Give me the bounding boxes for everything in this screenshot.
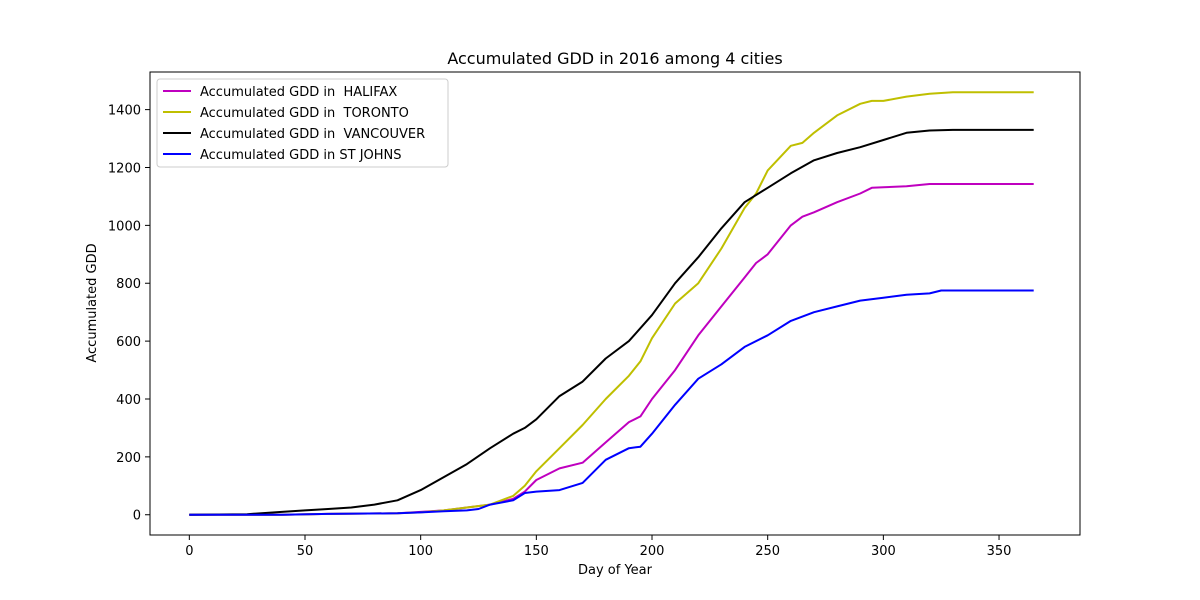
x-tick-label: 350 xyxy=(987,544,1012,559)
y-tick-label: 800 xyxy=(116,277,141,292)
x-tick-label: 100 xyxy=(408,544,433,559)
series-line-4 xyxy=(189,289,1034,516)
x-axis-label: Day of Year xyxy=(578,563,653,578)
y-tick-label: 1400 xyxy=(108,104,141,119)
chart-title: Accumulated GDD in 2016 among 4 cities xyxy=(447,49,782,68)
y-tick-label: 600 xyxy=(116,335,141,350)
y-tick-label: 1200 xyxy=(108,161,141,176)
x-tick-label: 300 xyxy=(871,544,896,559)
legend-label: Accumulated GDD in VANCOUVER xyxy=(200,127,425,142)
y-tick-label: 0 xyxy=(133,509,141,524)
series-line-3 xyxy=(189,128,1034,516)
x-tick-label: 150 xyxy=(524,544,549,559)
legend: Accumulated GDD in HALIFAX Accumulated GD… xyxy=(156,78,449,168)
y-tick-label: 1000 xyxy=(108,219,141,234)
x-tick-label: 0 xyxy=(185,544,193,559)
legend-label: Accumulated GDD in ST JOHNS xyxy=(200,148,402,163)
x-tick-label: 200 xyxy=(640,544,665,559)
y-axis-label: Accumulated GDD xyxy=(85,243,100,362)
x-tick-label: 50 xyxy=(297,544,314,559)
y-tick-label: 400 xyxy=(116,393,141,408)
series-line-2 xyxy=(189,91,1034,516)
legend-label: Accumulated GDD in TORONTO xyxy=(200,106,409,121)
legend-box xyxy=(156,78,449,168)
plot-frame xyxy=(149,71,1081,536)
axes: 0 50 100 150 200 250 300 350 0 200 400 600 800 1000 12… xyxy=(108,104,1012,559)
legend-label: Accumulated GDD in HALIFAX xyxy=(200,85,397,100)
y-tick-label: 200 xyxy=(116,451,141,466)
series-lines xyxy=(189,91,1034,516)
x-tick-label: 250 xyxy=(755,544,780,559)
